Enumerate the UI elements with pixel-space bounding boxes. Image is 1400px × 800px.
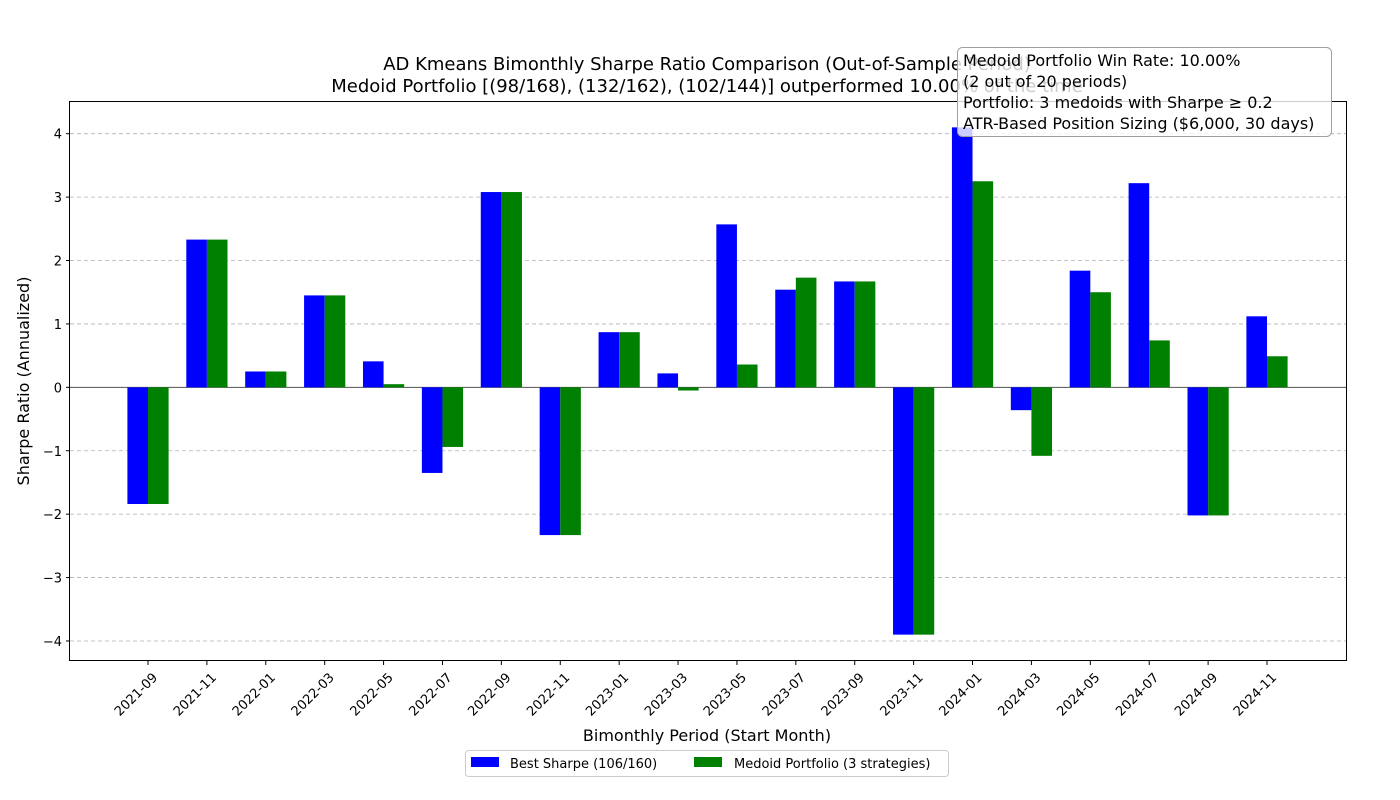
- bar-best-sharpe: [362, 361, 384, 388]
- x-tick-label: 2023-01: [583, 670, 632, 719]
- bar-medoid-portfolio: [206, 239, 228, 388]
- bar-best-sharpe: [1128, 183, 1150, 388]
- bar-best-sharpe: [127, 387, 148, 505]
- x-tick-label: 2022-03: [289, 670, 338, 719]
- info-line-sizing: ATR-Based Position Sizing ($6,000, 30 da…: [963, 114, 1314, 133]
- bar-medoid-portfolio: [1031, 387, 1053, 456]
- x-tick-label: 2024-07: [1113, 670, 1162, 719]
- bar-best-sharpe: [1187, 387, 1209, 516]
- y-tick-label: 0: [54, 381, 62, 396]
- x-tick-label: 2023-11: [878, 670, 927, 719]
- x-axis-label: Bimonthly Period (Start Month): [583, 726, 831, 745]
- y-tick-label: 4: [54, 128, 62, 143]
- x-tick-label: 2022-07: [407, 670, 456, 719]
- bar-best-sharpe: [716, 224, 737, 388]
- bar-best-sharpe: [421, 387, 443, 473]
- info-line-win-rate: Medoid Portfolio Win Rate: 10.00%: [963, 51, 1241, 70]
- bar-medoid-portfolio: [854, 281, 876, 388]
- bar-medoid-portfolio: [148, 387, 169, 505]
- x-tick-label: 2023-07: [760, 670, 809, 719]
- bar-best-sharpe: [304, 295, 325, 388]
- bar-best-sharpe: [480, 192, 502, 388]
- x-tick-label: 2023-09: [819, 670, 868, 719]
- x-tick-label: 2023-05: [701, 670, 750, 719]
- x-tick-label: 2022-05: [348, 670, 397, 719]
- bar-medoid-portfolio: [1208, 387, 1229, 516]
- bar-best-sharpe: [245, 371, 266, 388]
- y-tick-label: −4: [43, 635, 62, 650]
- bar-medoid-portfolio: [265, 371, 287, 388]
- y-axis-label: Sharpe Ratio (Annualized): [14, 277, 33, 486]
- info-line-periods: (2 out of 20 periods): [963, 72, 1127, 91]
- bar-medoid-portfolio: [972, 181, 994, 388]
- y-tick-label: −2: [43, 508, 62, 523]
- bar-best-sharpe: [893, 387, 914, 635]
- bar-best-sharpe: [539, 387, 561, 536]
- bar-medoid-portfolio: [383, 384, 405, 388]
- bars: [127, 127, 1288, 635]
- bar-medoid-portfolio: [1267, 356, 1288, 388]
- bar-medoid-portfolio: [1149, 340, 1170, 388]
- bar-best-sharpe: [657, 373, 679, 388]
- bar-medoid-portfolio: [324, 295, 346, 388]
- x-tick-label: 2024-09: [1172, 670, 1221, 719]
- x-tick-label: 2024-03: [995, 670, 1044, 719]
- x-tick-label: 2023-03: [642, 670, 691, 719]
- y-tick-label: 1: [54, 318, 62, 333]
- y-axis-ticks: −4 −3 −2 −1 0 1 2 3 4: [43, 128, 70, 650]
- info-box: Medoid Portfolio Win Rate: 10.00% (2 out…: [957, 47, 1332, 137]
- bar-best-sharpe: [834, 281, 855, 388]
- bar-medoid-portfolio: [913, 387, 935, 635]
- bar-medoid-portfolio: [736, 364, 758, 388]
- bar-best-sharpe: [1246, 316, 1267, 388]
- x-tick-label: 2024-05: [1054, 670, 1103, 719]
- bar-best-sharpe: [186, 239, 207, 388]
- bar-best-sharpe: [1010, 387, 1032, 411]
- info-line-portfolio: Portfolio: 3 medoids with Sharpe ≥ 0.2: [963, 93, 1273, 112]
- bar-medoid-portfolio: [501, 192, 522, 388]
- y-tick-label: −3: [43, 572, 62, 587]
- plot-frame: [69, 101, 1347, 661]
- y-tick-label: 2: [54, 255, 62, 270]
- legend: Best Sharpe (106/160) Medoid Portfolio (…: [465, 750, 949, 777]
- bar-best-sharpe: [775, 289, 796, 388]
- legend-swatch-best: [471, 757, 499, 767]
- bar-best-sharpe: [598, 332, 620, 388]
- bar-best-sharpe: [951, 127, 973, 388]
- x-tick-label: 2022-11: [524, 670, 573, 719]
- bar-medoid-portfolio: [560, 387, 581, 536]
- chart-title-line1: AD Kmeans Bimonthly Sharpe Ratio Compari…: [383, 54, 1031, 75]
- legend-swatch-medoid: [694, 757, 722, 767]
- chart-title-line2: Medoid Portfolio [(98/168), (132/162), (…: [331, 76, 1083, 97]
- legend-label-best: Best Sharpe (106/160): [510, 757, 657, 772]
- info-box-frame: [957, 47, 1332, 137]
- y-tick-label: 3: [54, 191, 62, 206]
- x-tick-label: 2021-09: [112, 670, 161, 719]
- x-tick-label: 2022-09: [465, 670, 514, 719]
- bar-medoid-portfolio: [678, 387, 699, 391]
- legend-label-medoid: Medoid Portfolio (3 strategies): [734, 757, 931, 772]
- x-axis-ticks: 2021-09 2021-11 2022-01 2022-03 2022-05 2022-…: [112, 660, 1280, 719]
- bar-medoid-portfolio: [795, 277, 817, 388]
- x-tick-label: 2024-11: [1231, 670, 1280, 719]
- x-tick-label: 2022-01: [230, 670, 279, 719]
- bar-medoid-portfolio: [1090, 292, 1111, 388]
- bar-medoid-portfolio: [442, 387, 464, 447]
- y-tick-label: −1: [43, 445, 62, 460]
- x-tick-label: 2021-11: [171, 670, 220, 719]
- bar-best-sharpe: [1069, 270, 1091, 388]
- x-tick-label: 2024-01: [937, 670, 986, 719]
- bar-medoid-portfolio: [619, 332, 640, 388]
